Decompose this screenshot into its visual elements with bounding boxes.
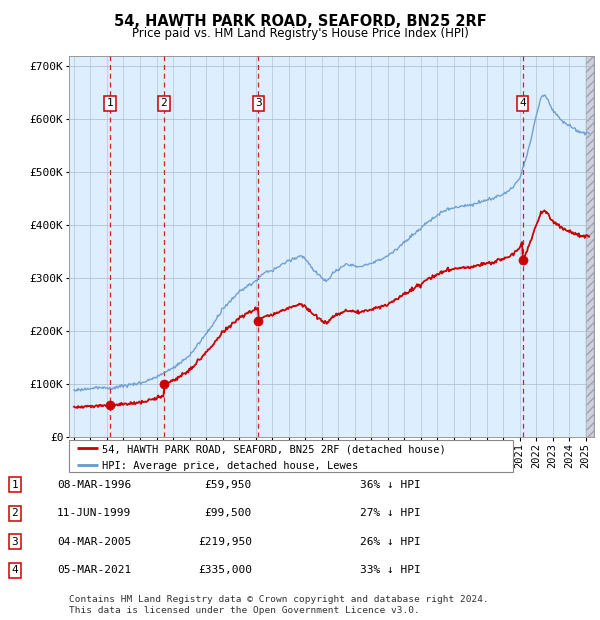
Text: 3: 3 xyxy=(11,537,19,547)
Text: 08-MAR-1996: 08-MAR-1996 xyxy=(57,480,131,490)
Text: 33% ↓ HPI: 33% ↓ HPI xyxy=(360,565,421,575)
Bar xyxy=(586,56,594,437)
Text: £335,000: £335,000 xyxy=(198,565,252,575)
Text: 36% ↓ HPI: 36% ↓ HPI xyxy=(360,480,421,490)
FancyBboxPatch shape xyxy=(69,440,513,472)
Text: 54, HAWTH PARK ROAD, SEAFORD, BN25 2RF (detached house): 54, HAWTH PARK ROAD, SEAFORD, BN25 2RF (… xyxy=(102,444,446,454)
Text: Contains HM Land Registry data © Crown copyright and database right 2024.: Contains HM Land Registry data © Crown c… xyxy=(69,595,489,604)
Text: £219,950: £219,950 xyxy=(198,537,252,547)
Text: 54, HAWTH PARK ROAD, SEAFORD, BN25 2RF: 54, HAWTH PARK ROAD, SEAFORD, BN25 2RF xyxy=(113,14,487,29)
Text: Price paid vs. HM Land Registry's House Price Index (HPI): Price paid vs. HM Land Registry's House … xyxy=(131,27,469,40)
Text: 26% ↓ HPI: 26% ↓ HPI xyxy=(360,537,421,547)
Text: This data is licensed under the Open Government Licence v3.0.: This data is licensed under the Open Gov… xyxy=(69,606,420,615)
Text: 3: 3 xyxy=(255,99,262,108)
Text: 05-MAR-2021: 05-MAR-2021 xyxy=(57,565,131,575)
Text: HPI: Average price, detached house, Lewes: HPI: Average price, detached house, Lewe… xyxy=(102,461,359,471)
Text: 04-MAR-2005: 04-MAR-2005 xyxy=(57,537,131,547)
Text: 2: 2 xyxy=(160,99,167,108)
Text: £59,950: £59,950 xyxy=(205,480,252,490)
Text: 27% ↓ HPI: 27% ↓ HPI xyxy=(360,508,421,518)
Text: 4: 4 xyxy=(11,565,19,575)
Text: 1: 1 xyxy=(107,99,113,108)
Text: 2: 2 xyxy=(11,508,19,518)
Text: 11-JUN-1999: 11-JUN-1999 xyxy=(57,508,131,518)
Text: 4: 4 xyxy=(519,99,526,108)
Text: 1: 1 xyxy=(11,480,19,490)
Text: £99,500: £99,500 xyxy=(205,508,252,518)
